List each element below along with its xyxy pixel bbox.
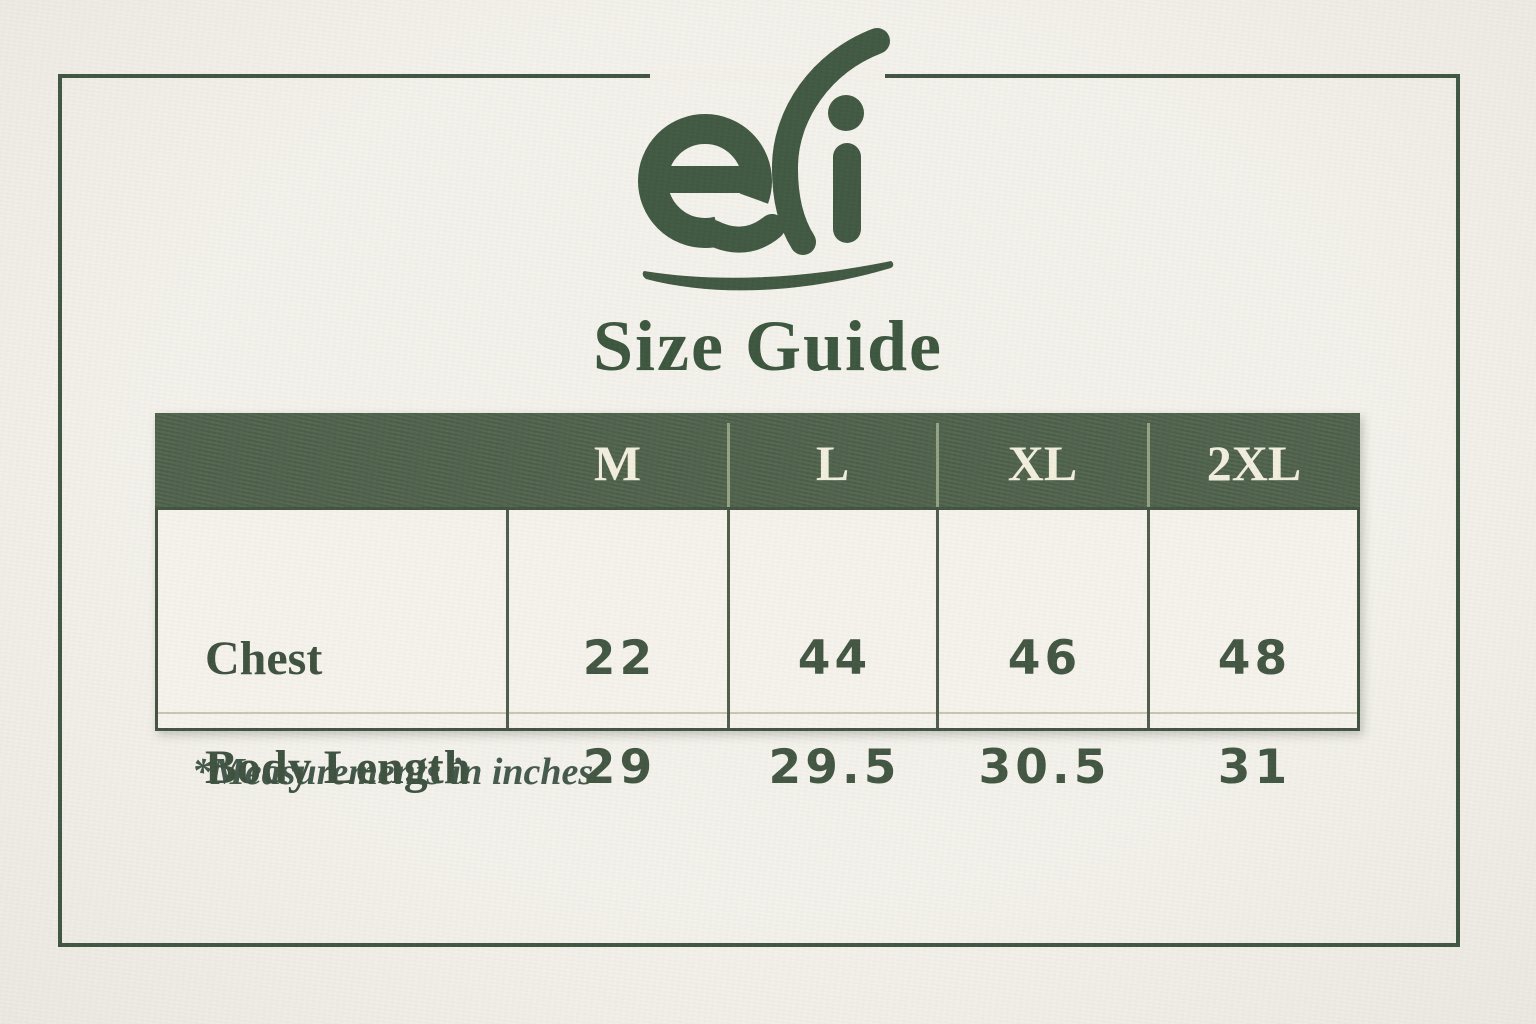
cell-chest-xl: 46 [1007, 631, 1082, 686]
brand-logo-letters [638, 28, 894, 291]
row-label-chest: Chest [205, 632, 323, 685]
cell-body-length-l: 29.5 [768, 740, 901, 795]
header-cell-size-xl: XL [1007, 435, 1078, 491]
cell-chest-m: 22 [582, 631, 657, 686]
row-divider-line [158, 712, 1357, 714]
logo-letter-e-crossbar [640, 166, 770, 193]
row-label-body-length: Body Length [205, 741, 471, 794]
column-divider-m-l [727, 510, 730, 728]
column-divider-xl-2xl [1147, 510, 1150, 728]
header-divider-m-l [727, 423, 730, 507]
cell-body-length-2xl: 31 [1217, 740, 1292, 795]
header-cell-empty [155, 413, 507, 507]
cell-body-length-xl: 30.5 [978, 740, 1111, 795]
header-divider-l-xl [936, 423, 939, 507]
size-table: M L XL 2XL Chest 22 44 46 48 Body Length… [155, 413, 1360, 795]
cell-chest-2xl: 48 [1217, 631, 1292, 686]
measurements-footnote: *Measurements in inches [192, 751, 594, 793]
logo-swoosh-underline [642, 261, 894, 291]
column-divider-l-xl [936, 510, 939, 728]
brand-logo [600, 25, 936, 305]
table-row-body-length: Body Length 29 29.5 30.5 31 [158, 713, 1357, 822]
logo-letter-i-dot [828, 95, 864, 131]
logo-letter-i-stem [833, 143, 861, 243]
size-table-body: Chest 22 44 46 48 Body Length 29 29.5 30… [155, 507, 1360, 795]
table-row-chest: Chest 22 44 46 48 [158, 604, 1357, 713]
header-cell-size-l: L [815, 435, 850, 491]
page-title: Size Guide [592, 306, 943, 386]
logo-letter-e-tail [700, 214, 785, 253]
header-divider-xl-2xl [1147, 423, 1150, 507]
cell-chest-l: 44 [797, 631, 872, 686]
logo-letter-l [771, 28, 890, 255]
size-table-header: M L XL 2XL [155, 413, 1360, 507]
cell-body-length-m: 29 [582, 740, 657, 795]
header-cell-size-2xl: 2XL [1206, 435, 1302, 491]
header-cell-size-m: M [593, 435, 642, 491]
column-divider-label-m [506, 510, 509, 728]
